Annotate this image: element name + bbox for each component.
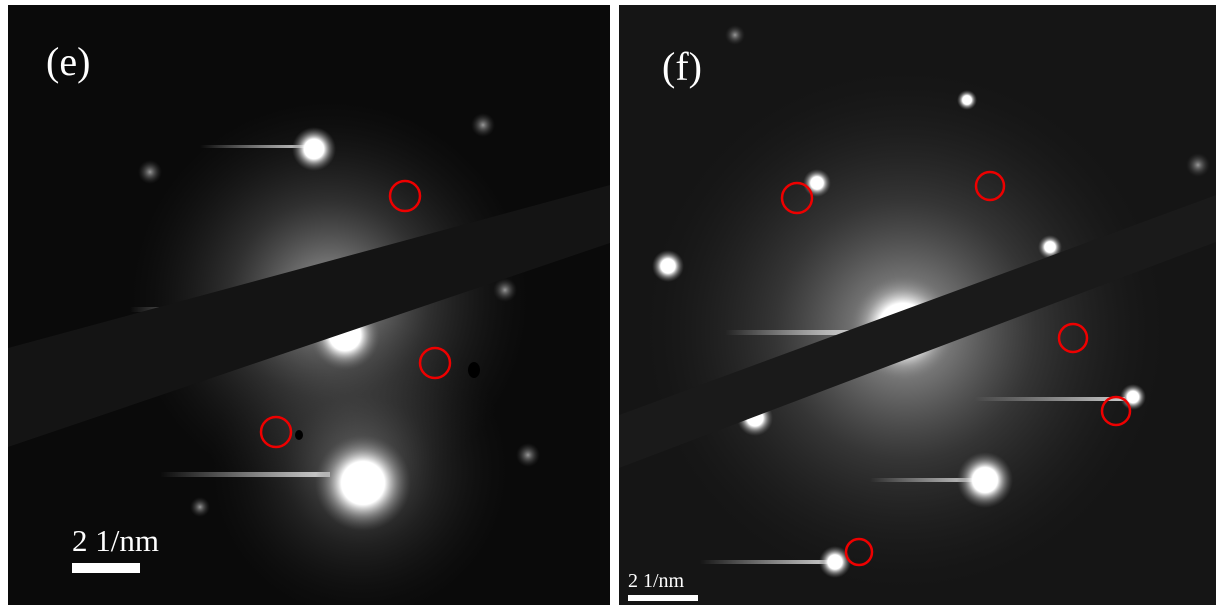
streak xyxy=(160,472,330,477)
scale-label: 2 1/nm xyxy=(72,523,159,558)
figure: (e) 2 1/nm (f) 2 1/nm xyxy=(0,0,1218,607)
panel-f: (f) 2 1/nm xyxy=(619,5,1216,605)
diffraction-spot xyxy=(803,169,831,197)
diffraction-spot xyxy=(1120,384,1146,410)
panel-label: (f) xyxy=(662,44,702,89)
page: {"panels": [{"label": "(e)", "scale_labe… xyxy=(0,0,1218,607)
diffraction-spot xyxy=(315,435,411,531)
streak xyxy=(975,397,1125,401)
diffraction-spot xyxy=(138,160,162,184)
scale-label: 2 1/nm xyxy=(628,570,685,592)
diffraction-spot xyxy=(190,497,210,517)
diffraction-spot xyxy=(493,278,517,302)
diffraction-spot xyxy=(1186,153,1210,177)
dark-speck xyxy=(295,430,303,440)
diffraction-spot xyxy=(516,443,540,467)
diffraction-spot xyxy=(957,90,977,110)
scale-bar xyxy=(72,563,140,573)
panel-label: (e) xyxy=(46,39,90,84)
diffraction-spot xyxy=(292,127,336,171)
scale-bar xyxy=(628,595,698,601)
dark-speck xyxy=(468,362,480,378)
panel-e: (e) 2 1/nm xyxy=(8,5,610,607)
diffraction-spot xyxy=(471,113,495,137)
streak xyxy=(700,560,830,564)
diffraction-spot xyxy=(957,452,1013,508)
diffraction-spot xyxy=(652,250,684,282)
diffraction-spot xyxy=(725,25,745,45)
